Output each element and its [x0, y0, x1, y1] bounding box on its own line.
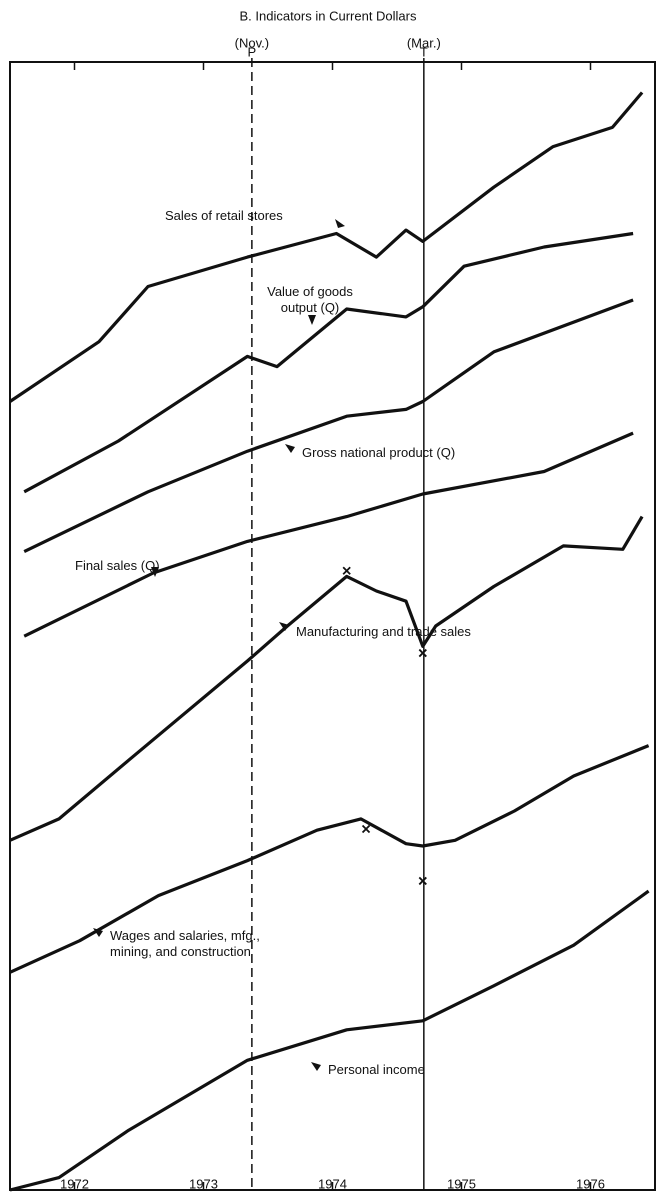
series-line: [9, 515, 644, 842]
series-label: Final sales (Q): [75, 558, 160, 573]
label-pointer: [335, 219, 345, 228]
chart-title: B. Indicators in Current Dollars: [239, 8, 417, 23]
x-tick-label: 1976: [576, 1176, 605, 1191]
peak-marker: [418, 876, 427, 886]
series-label: Manufacturing and trade sales: [296, 624, 471, 639]
series-label: Wages and salaries, mfg., mining, and co…: [110, 928, 260, 959]
peak-marker: [418, 648, 427, 658]
series-line: [23, 231, 634, 494]
series-label: Personal income: [328, 1062, 425, 1077]
series-label: Sales of retail stores: [165, 208, 283, 223]
series-line: [23, 431, 634, 638]
series-label: Gross national product (Q): [302, 445, 456, 460]
series-line: [9, 889, 650, 1192]
x-tick-label: 1972: [60, 1176, 89, 1191]
series-label: Value of goods output (Q): [267, 284, 353, 315]
label-pointer: [285, 444, 295, 453]
x-tick-label: 1975: [447, 1176, 476, 1191]
reference-note: (Nov.): [235, 35, 269, 50]
peak-marker: [361, 824, 371, 834]
reference-label: P: [248, 44, 257, 59]
x-tick-label: 1973: [189, 1176, 218, 1191]
label-pointer: [151, 567, 159, 577]
label-pointer: [93, 928, 103, 937]
peak-marker: [342, 566, 351, 575]
series-line: [23, 298, 634, 554]
reference-label: T: [420, 44, 428, 59]
label-pointer: [308, 315, 316, 325]
x-tick-label: 1974: [318, 1176, 347, 1191]
label-pointer: [279, 622, 289, 631]
reference-note: (Mar.): [407, 35, 441, 50]
label-pointer: [311, 1062, 321, 1071]
series-line: [9, 744, 650, 974]
series-line: [9, 91, 644, 403]
